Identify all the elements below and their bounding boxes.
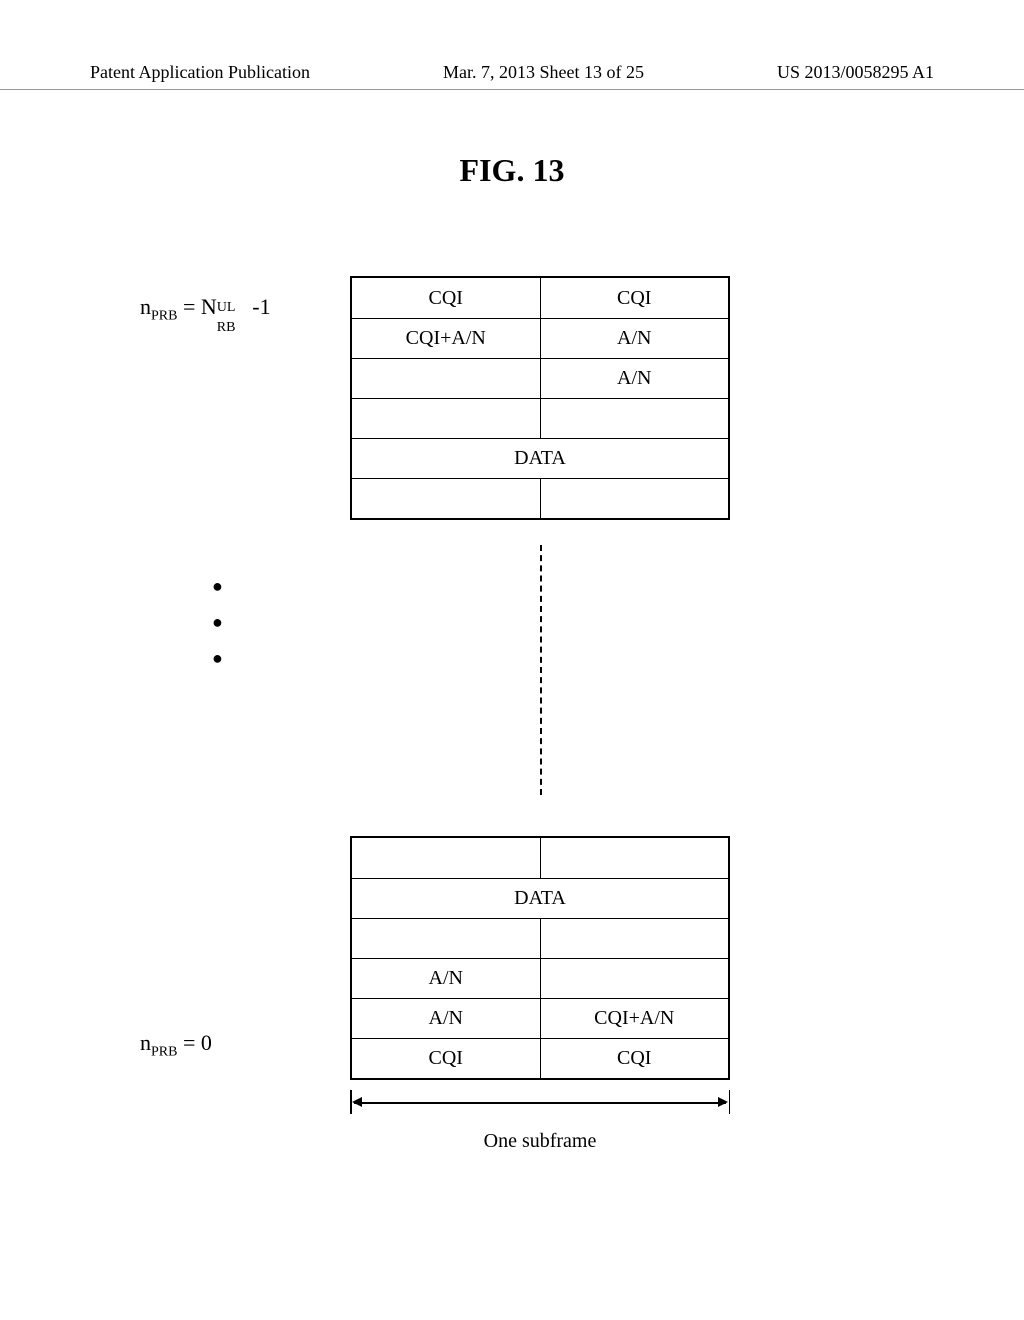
grid-cell: A/N xyxy=(541,318,729,358)
grid-row xyxy=(352,918,728,958)
grid-row: DATA xyxy=(352,878,728,918)
grid-row: CQICQI xyxy=(352,1038,728,1078)
grid-cell: DATA xyxy=(352,438,728,478)
header-left: Patent Application Publication xyxy=(90,62,310,83)
grid-cell: A/N xyxy=(352,998,541,1038)
subframe-label: One subframe xyxy=(350,1130,730,1153)
grid-row xyxy=(352,478,728,518)
grid-cell xyxy=(541,958,729,998)
bottom-grid: DATA A/NA/NCQI+A/NCQICQI xyxy=(350,836,730,1080)
grid-row: CQI+A/NA/N xyxy=(352,318,728,358)
arrow-line xyxy=(350,1094,730,1124)
page-header: Patent Application Publication Mar. 7, 2… xyxy=(0,62,1024,90)
grid-cell: CQI xyxy=(541,1038,729,1078)
grid-row xyxy=(352,838,728,878)
center-dashed-line xyxy=(540,545,542,795)
header-right: US 2013/0058295 A1 xyxy=(777,62,934,83)
grid-cell: CQI xyxy=(352,278,541,318)
grid-cell: CQI+A/N xyxy=(352,318,541,358)
figure-title: FIG. 13 xyxy=(460,152,565,189)
grid-cell: DATA xyxy=(352,878,728,918)
grid-cell xyxy=(541,918,729,958)
grid-cell xyxy=(352,918,541,958)
grid-cell xyxy=(541,398,729,438)
grid-cell xyxy=(541,838,729,878)
label-n-prb-bottom: nPRB = 0 xyxy=(140,1030,212,1060)
grid-row: A/N xyxy=(352,358,728,398)
grid-cell: CQI xyxy=(352,1038,541,1078)
grid-cell xyxy=(352,838,541,878)
grid-cell: A/N xyxy=(541,358,729,398)
grid-cell: CQI+A/N xyxy=(541,998,729,1038)
grid-cell xyxy=(352,358,541,398)
grid-row: CQICQI xyxy=(352,278,728,318)
label-n-prb-top: nPRB = NULRB -1 xyxy=(140,294,271,324)
header-center: Mar. 7, 2013 Sheet 13 of 25 xyxy=(443,62,644,83)
grid-cell xyxy=(352,398,541,438)
grid-row xyxy=(352,398,728,438)
grid-row: A/NCQI+A/N xyxy=(352,998,728,1038)
grid-cell xyxy=(541,478,729,518)
top-grid: CQICQICQI+A/NA/NA/N DATA xyxy=(350,276,730,520)
grid-row: DATA xyxy=(352,438,728,478)
grid-cell: CQI xyxy=(541,278,729,318)
grid-cell xyxy=(352,478,541,518)
grid-cell: A/N xyxy=(352,958,541,998)
grid-row: A/N xyxy=(352,958,728,998)
subframe-dimension: One subframe xyxy=(350,1094,730,1153)
vertical-dots: ● ● ● xyxy=(212,568,223,676)
